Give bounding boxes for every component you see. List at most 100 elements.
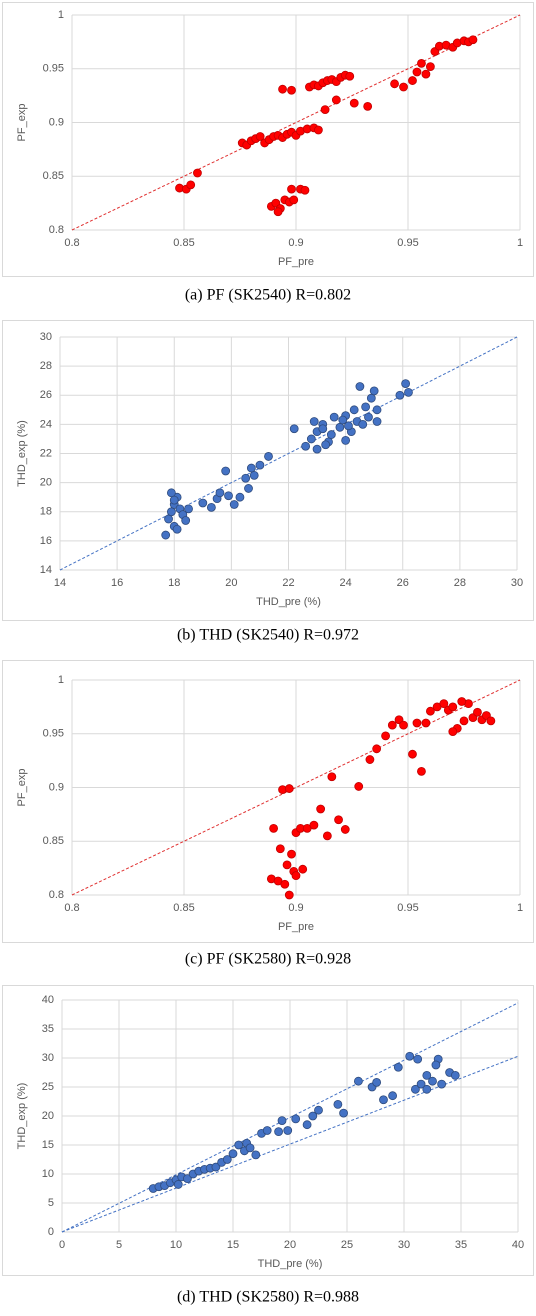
caption: (c) PF (SK2580) R=0.928 — [185, 951, 351, 968]
point — [425, 706, 435, 716]
point — [282, 860, 292, 870]
point — [372, 417, 382, 426]
x-tick-label: 40 — [512, 1239, 524, 1251]
y-tick-label: 1 — [58, 9, 64, 21]
point — [349, 98, 359, 108]
y-tick-label: 0.95 — [43, 63, 64, 75]
point — [437, 1079, 447, 1089]
point — [399, 82, 408, 92]
point — [255, 132, 265, 141]
point — [245, 1143, 255, 1153]
x-tick-label: 0.9 — [288, 237, 303, 249]
x-tick-label: 0.95 — [397, 237, 418, 249]
point — [318, 424, 328, 434]
point — [448, 702, 458, 712]
point — [340, 825, 350, 834]
reference-line — [61, 1002, 519, 1233]
y-tick-label: 18 — [40, 506, 52, 518]
x-axis-title: THD_pre (%) — [258, 1258, 323, 1270]
point — [355, 382, 365, 391]
point — [251, 1150, 261, 1160]
point — [289, 424, 299, 434]
point — [439, 699, 449, 709]
y-tick-label: 30 — [40, 331, 52, 343]
y-tick-label: 10 — [42, 1168, 54, 1180]
y-tick-label: 22 — [40, 447, 52, 459]
point — [229, 500, 239, 509]
y-tick-label: 24 — [40, 418, 52, 430]
point — [335, 422, 345, 432]
point — [206, 502, 216, 512]
point — [333, 1100, 343, 1109]
x-tick-label: 16 — [111, 577, 123, 589]
point — [379, 1095, 388, 1105]
point — [344, 421, 353, 431]
point — [269, 823, 279, 833]
point — [369, 386, 379, 396]
point — [425, 62, 435, 71]
x-tick-label: 0.8 — [64, 237, 79, 249]
point — [283, 1126, 293, 1135]
y-tick-label: 20 — [40, 477, 52, 489]
point — [173, 1180, 183, 1189]
point — [393, 1062, 403, 1072]
point — [246, 463, 256, 473]
point — [322, 831, 332, 841]
point — [262, 1126, 272, 1135]
y-tick-label: 0.8 — [49, 889, 64, 901]
point — [408, 749, 417, 759]
point — [278, 84, 287, 94]
point — [331, 95, 341, 105]
point — [161, 530, 171, 540]
y-tick-label: 28 — [40, 360, 52, 372]
x-tick-label: 25 — [341, 1239, 353, 1251]
x-tick-label: 18 — [168, 577, 180, 589]
point — [431, 1060, 441, 1070]
point — [300, 185, 310, 195]
point — [341, 435, 351, 445]
y-tick-label: 30 — [42, 1052, 54, 1064]
point — [309, 820, 319, 830]
point — [313, 125, 323, 135]
x-tick-label: 28 — [454, 577, 466, 589]
point — [314, 1105, 323, 1115]
point — [372, 1077, 382, 1087]
point — [277, 1116, 287, 1126]
point — [249, 470, 259, 480]
point — [353, 1076, 363, 1086]
x-tick-label: 0.85 — [173, 902, 194, 914]
point — [320, 105, 330, 114]
x-tick-label: 0.95 — [397, 902, 418, 914]
x-tick-label: 1 — [517, 237, 523, 249]
point — [193, 168, 202, 178]
y-tick-label: 0.9 — [49, 781, 64, 793]
point — [388, 1091, 398, 1101]
point — [321, 440, 331, 450]
point — [215, 488, 225, 498]
x-tick-label: 1 — [517, 902, 523, 914]
point — [166, 488, 176, 498]
point — [421, 69, 431, 79]
x-tick-label: 30 — [511, 577, 523, 589]
point — [312, 444, 322, 454]
point — [448, 727, 458, 736]
x-tick-label: 0.85 — [173, 237, 194, 249]
point — [306, 434, 316, 444]
point — [412, 67, 422, 77]
point — [182, 1174, 192, 1184]
point — [184, 504, 193, 514]
chart-frame — [2, 985, 534, 1276]
point — [289, 195, 299, 205]
point — [422, 1071, 432, 1080]
point — [284, 784, 294, 793]
y-tick-label: 40 — [42, 994, 54, 1006]
point — [264, 452, 273, 461]
point — [166, 507, 176, 517]
x-tick-label: 14 — [54, 577, 66, 589]
chart-frame — [2, 320, 534, 621]
point — [468, 35, 478, 45]
point — [366, 393, 376, 403]
point — [401, 379, 411, 389]
